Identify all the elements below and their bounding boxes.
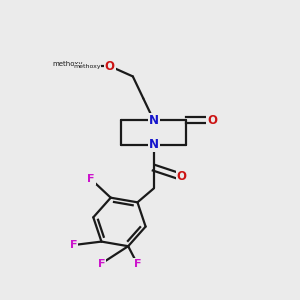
Text: F: F — [70, 240, 77, 250]
Text: methoxy: methoxy — [52, 61, 83, 67]
Text: F: F — [87, 174, 95, 184]
Text: N: N — [149, 138, 159, 151]
Text: N: N — [149, 114, 159, 127]
Text: F: F — [134, 259, 141, 269]
Text: O: O — [105, 59, 115, 73]
Text: O: O — [177, 170, 187, 183]
Text: O: O — [207, 114, 217, 127]
Text: methoxy: methoxy — [74, 64, 101, 68]
Text: F: F — [98, 259, 105, 269]
